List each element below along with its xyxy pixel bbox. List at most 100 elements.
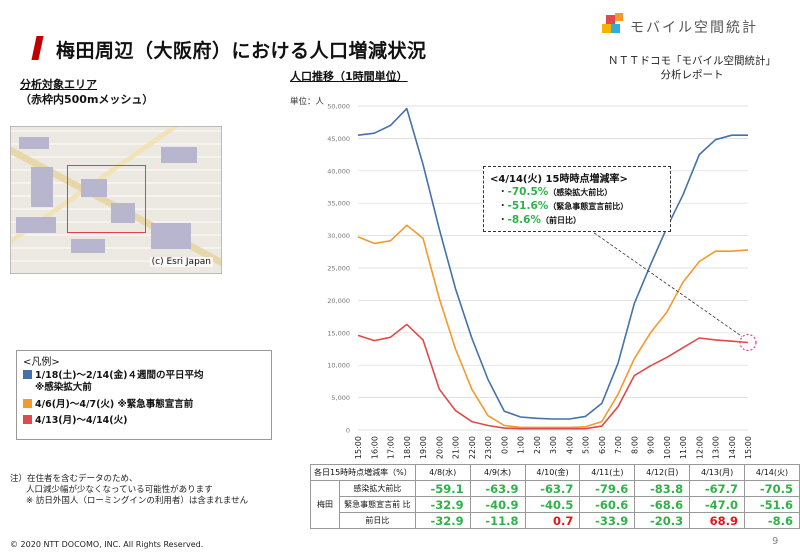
legend-label: 4/6(月)～4/7(火) ※緊急事態宣言前 [35,399,194,410]
table-cell: -67.7 [689,480,746,497]
legend-title: <凡例> [23,357,60,368]
date-header: 4/8(水) [414,464,471,481]
table-cell: -63.9 [469,480,526,497]
table-cell: -63.7 [524,480,581,497]
table-cell: -59.1 [414,480,471,497]
x-tick-label: 6:00 [598,436,607,454]
x-tick-label: 11:00 [679,436,688,459]
callout-note: （緊急事態宣言前比） [548,202,629,211]
y-tick-label: 50,000 [327,103,350,111]
x-tick-label: 19:00 [419,436,428,459]
x-tick-label: 10:00 [663,436,672,459]
area-title: 分析対象エリア [20,78,97,91]
table-cell: -40.9 [469,496,526,513]
logo-text: モバイル空間統計 [630,20,758,36]
callout-note: （前日比） [541,216,581,225]
x-tick-label: 14:00 [728,436,737,459]
x-tick-label: 3:00 [549,436,558,454]
x-tick-label: 23:00 [484,436,493,459]
y-tick-label: 30,000 [327,232,350,240]
callout-row: ・-51.6%（緊急事態宣言前比） [498,200,629,212]
y-tick-label: 15,000 [327,329,350,337]
table-cell: -11.8 [469,512,526,529]
y-tick-label: 10,000 [327,362,350,370]
y-tick-label: 0 [346,427,350,435]
table-corner: 各日15時時点増減率（%） [310,464,416,481]
table-cell: -83.8 [634,480,691,497]
note-line: ※ 訪日外国人（ローミングインの利用者）は含まれません [26,496,249,506]
note-line: 注）在住者を含むデータのため、 [10,474,138,484]
row-label: 前日比 [339,512,416,529]
series-line [357,224,749,429]
table-cell: 0.7 [524,512,581,529]
table-cell: -47.0 [689,496,746,513]
x-tick-label: 22:00 [468,436,477,459]
legend-swatch [23,370,32,379]
rate-table: 各日15時時点増減率（%） 4/8(水) 4/9(木) 4/10(金) 4/11… [310,464,800,529]
chart-heading: 人口推移（1時間単位） [290,70,408,83]
report-source-line1: ＮＴＴドコモ「モバイル空間統計」 [608,55,776,67]
legend-swatch [23,399,32,408]
copyright: © 2020 NTT DOCOMO, INC. All Rights Reser… [10,540,204,549]
callout-row: ・-8.6%（前日比） [498,214,581,226]
unit-label: 単位：人 [290,97,325,107]
title-accent-bar [31,36,44,60]
note-line: 人口減少幅が少なくなっている可能性があります [26,485,213,495]
table-cell: 68.9 [689,512,746,529]
x-tick-label: 17:00 [387,436,396,459]
highlight-circle [739,333,757,352]
callout-value: -51.6% [507,200,549,212]
legend-label: 1/18(土)～2/14(金)４週間の平日平均 [35,370,204,381]
x-tick-label: 15:00 [354,436,363,459]
target-mesh-frame [67,165,146,233]
y-tick-label: 45,000 [327,135,350,143]
callout-note: （感染拡大前比） [548,188,613,197]
x-tick-label: 20:00 [435,436,444,459]
table-cell: -33.9 [579,512,636,529]
date-header: 4/13(月) [689,464,746,481]
series-line [357,107,748,420]
callout-leader-line [589,229,743,337]
legend-item: 1/18(土)～2/14(金)４週間の平日平均 ※感染拡大前 [23,370,203,394]
date-header: 4/9(木) [469,464,526,481]
callout-title: <4/14(火) 15時時点増減率> [490,174,628,185]
table-cell: -70.5 [744,480,800,497]
x-tick-label: 8:00 [630,436,639,454]
callout-value: -8.6% [507,214,541,226]
report-source: ＮＴＴドコモ「モバイル空間統計」 分析レポート [592,54,792,82]
table-row: 前日比 -32.9 -11.8 0.7 -33.9 -20.3 68.9 -8.… [311,512,800,529]
notes: 注）在住者を含むデータのため、 人口減少幅が少なくなっている可能性があります ※… [10,474,248,507]
callout-row: ・-70.5%（感染拡大前比） [498,186,613,198]
table-cell: -60.6 [579,496,636,513]
legend-item: 4/13(月)～4/14(火) [23,415,127,427]
x-tick-label: 4:00 [565,436,574,454]
x-tick-label: 2:00 [533,436,542,454]
table-cell: -40.5 [524,496,581,513]
y-tick-label: 5,000 [331,394,350,402]
y-tick-label: 25,000 [327,265,350,273]
table-cell: -8.6 [744,512,800,529]
date-header: 4/10(金) [524,464,581,481]
x-tick-label: 13:00 [712,436,721,459]
callout-value: -70.5% [507,186,549,198]
callout-box: <4/14(火) 15時時点増減率> ・-70.5%（感染拡大前比） ・-51.… [483,166,671,232]
x-tick-label: 16:00 [370,436,379,459]
table-row: 緊急事態宣言前 比 -32.9 -40.9 -40.5 -60.6 -68.6 … [311,496,800,513]
legend-sublabel: ※感染拡大前 [35,382,92,393]
page-number: 9 [772,536,779,547]
legend-label: 4/13(月)～4/14(火) [35,415,128,426]
page-title: 梅田周辺（大阪府）における人口増減状況 [56,40,427,62]
date-header: 4/12(日) [634,464,691,481]
x-tick-label: 0:00 [500,436,509,454]
x-tick-label: 18:00 [403,436,412,459]
legend: <凡例> 1/18(土)～2/14(金)４週間の平日平均 ※感染拡大前 4/6(… [16,350,272,440]
table-cell: -32.9 [414,496,471,513]
area-subtitle: （赤枠内500mメッシュ） [20,93,154,106]
report-source-line2: 分析レポート [660,69,724,81]
x-tick-label: 12:00 [695,436,704,459]
series-line [357,323,749,430]
y-tick-label: 35,000 [327,200,350,208]
x-tick-label: 9:00 [647,436,656,454]
table-cell: -20.3 [634,512,691,529]
x-tick-label: 1:00 [517,436,526,454]
